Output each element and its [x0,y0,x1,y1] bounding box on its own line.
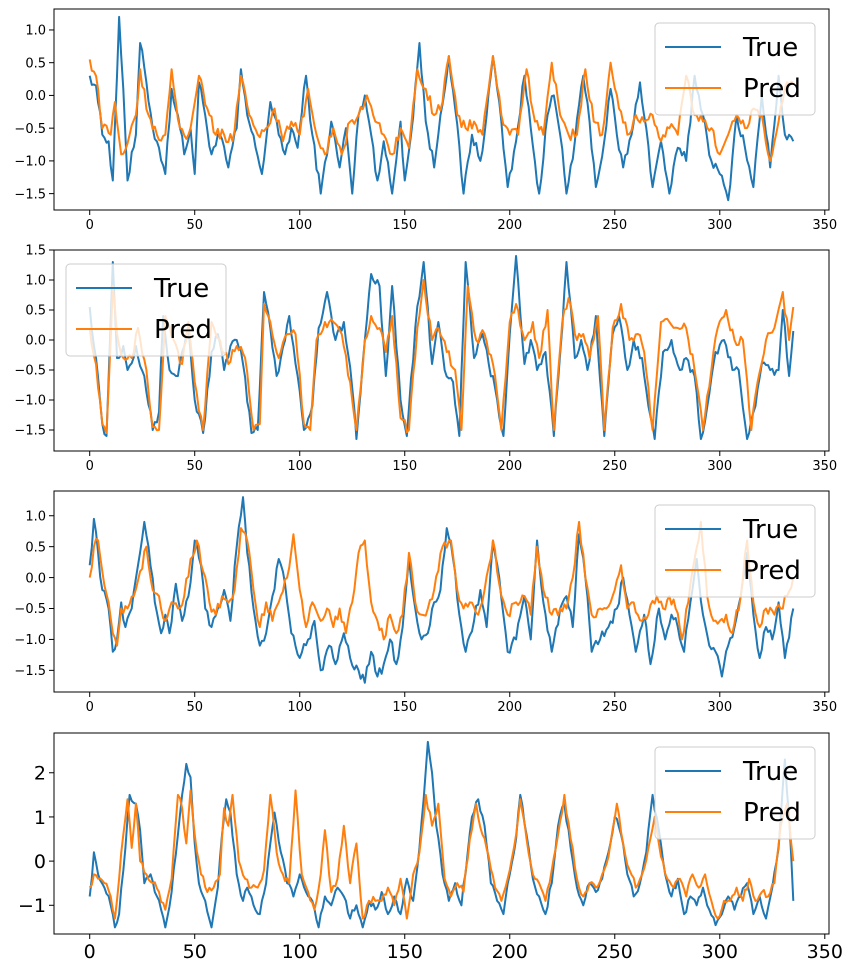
axes-frame [53,8,830,211]
x-tick-label: 50 [183,941,207,963]
y-tick-label: 1.0 [25,509,46,524]
legend-label-true: True [153,274,209,304]
x-tick-label: 150 [392,459,417,474]
x-tick-label: 300 [707,218,732,233]
x-tick-label: 300 [707,459,732,474]
x-tick-label: 350 [812,700,837,715]
x-tick-label: 250 [597,941,633,963]
y-tick-label: 1.0 [25,24,46,39]
series-line-pred [88,279,795,434]
legend-label-pred: Pred [154,315,212,345]
subplot-2: 0 50 100 150 200 250 300 350 −1.5 −1.0 −0.5 0.0 0.5 1… [14,244,837,474]
x-tick-label: 100 [287,459,312,474]
y-tick-label: 0.5 [25,540,46,555]
subplot-4: 0 50 100 150 200 250 300 350 −1 0 1 2 True Pred [18,732,843,963]
legend-label-pred: Pred [743,556,801,586]
x-tick-label: 250 [602,218,627,233]
legend: True Pred [654,22,816,116]
y-tick-label: 1.5 [25,244,46,259]
x-tick-label: 200 [497,459,522,474]
y-tick-label: −0.5 [14,122,46,137]
x-tick-label: 250 [602,459,627,474]
y-tick-label: 0 [34,851,46,873]
y-tick-label: −1.0 [14,394,46,409]
y-tick-label: 0.0 [25,571,46,586]
y-tick-label: −1.5 [14,187,46,202]
y-tick-label: 1.0 [25,274,46,289]
y-tick-label: −1 [18,895,46,917]
x-tick-label: 0 [86,218,94,233]
y-tick-label: 0.5 [25,56,46,71]
subplot-3: 0 50 100 150 200 250 300 350 −1.5 −1.0 −0.5 0.0 0.5 1… [14,490,837,715]
y-tick-label: 0.0 [25,334,46,349]
series-line-pred [88,789,795,920]
y-tick-label: −1.0 [14,633,46,648]
x-tick-label: 0 [86,459,94,474]
legend-label-true: True [742,33,798,63]
subplot-1: 0 50 100 150 200 250 300 350 −1.5 −1.0 −0.5 0.0 0.5 1… [14,8,837,233]
x-tick-label: 50 [186,218,203,233]
axes-frame [53,732,830,935]
series-line-pred [88,55,794,162]
x-tick-label: 200 [497,700,522,715]
x-tick-label: 200 [492,941,528,963]
x-tick-label: 300 [707,700,732,715]
series-line-true [88,740,795,929]
x-tick-label: 0 [84,941,96,963]
y-tick-label: −1.5 [14,424,46,439]
x-tick-label: 50 [186,459,203,474]
y-tick-label: −0.5 [14,364,46,379]
x-tick-label: 150 [387,941,423,963]
series-line-pred [88,520,795,647]
x-tick-label: 100 [282,941,318,963]
x-tick-label: 350 [812,459,837,474]
series-line-true [88,496,795,684]
legend: True Pred [65,263,227,357]
x-tick-label: 350 [807,941,843,963]
legend-label-pred: Pred [743,74,801,104]
legend-label-pred: Pred [743,798,801,828]
y-tick-label: −1.0 [14,155,46,170]
y-tick-label: 0.0 [25,89,46,104]
legend: True Pred [654,746,816,840]
x-tick-label: 100 [287,218,312,233]
x-tick-label: 250 [602,700,627,715]
y-tick-label: 1 [34,807,46,829]
y-tick-label: 2 [34,763,46,785]
y-tick-label: 0.5 [25,304,46,319]
series-line-true [88,255,795,440]
x-tick-label: 100 [287,700,312,715]
y-tick-label: −1.5 [14,664,46,679]
axes-frame [53,249,830,452]
legend-label-true: True [742,515,798,545]
axes-frame [53,490,830,693]
y-tick-label: −0.5 [14,602,46,617]
legend-label-true: True [742,757,798,787]
legend: True Pred [654,504,816,598]
x-tick-label: 50 [186,700,203,715]
x-tick-label: 150 [392,700,417,715]
x-tick-label: 200 [497,218,522,233]
x-tick-label: 300 [702,941,738,963]
x-tick-label: 0 [86,700,94,715]
x-tick-label: 350 [812,218,837,233]
x-tick-label: 150 [392,218,417,233]
